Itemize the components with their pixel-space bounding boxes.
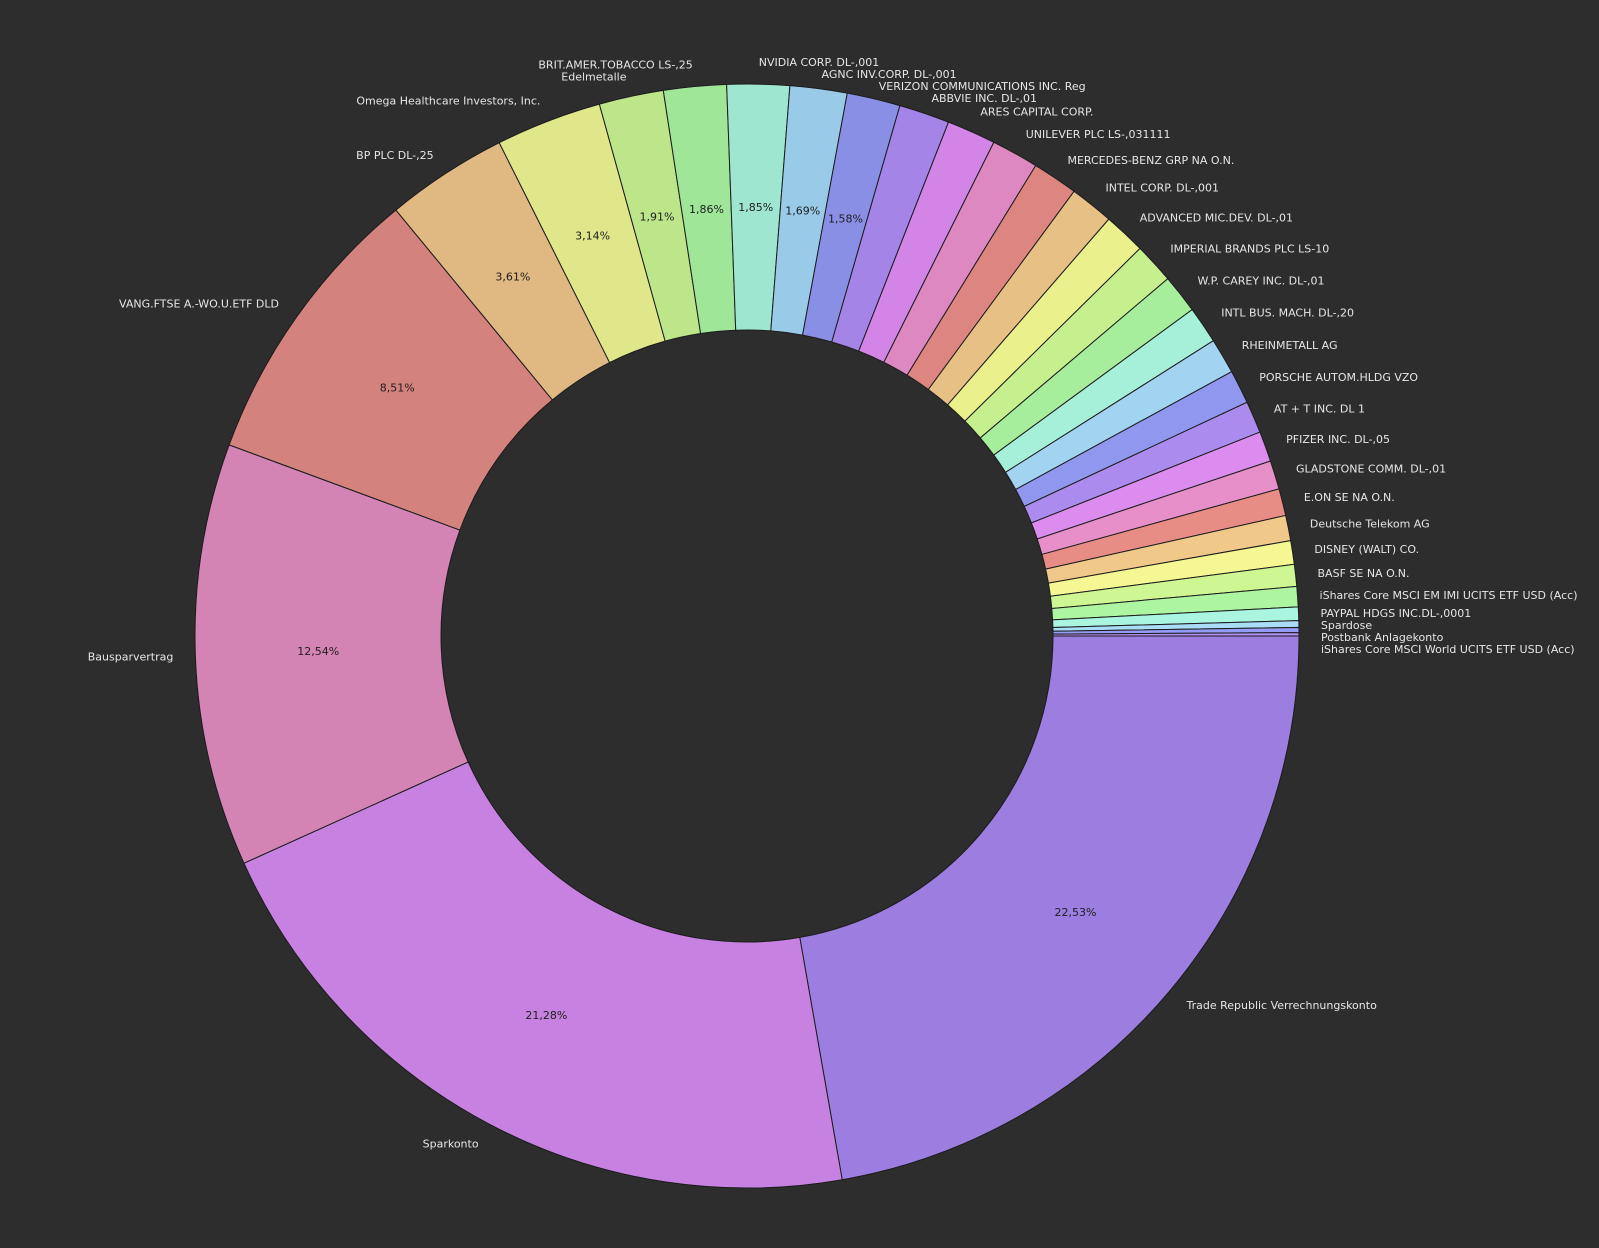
slice-label: IMPERIAL BRANDS PLC LS-10 [1170,242,1329,255]
slice-label: Omega Healthcare Investors, Inc. [356,94,540,107]
slice-sparkonto[interactable] [243,761,843,1189]
slice-label: Bausparvertrag [88,650,174,663]
slice-label: PAYPAL HDGS INC.DL-,0001 [1321,607,1472,620]
slice-label: ABBVIE INC. DL-,01 [931,92,1037,105]
slice-label: VANG.FTSE A.-WO.U.ETF DLD [119,298,279,311]
slice-label: AGNC INV.CORP. DL-,001 [822,68,957,81]
slice-ishares-core-msci-world-ucits-etf-usd-acc[interactable] [1052,632,1300,637]
slice-label: GLADSTONE COMM. DL-,01 [1296,462,1446,475]
slice-label: BASF SE NA O.N. [1318,567,1410,580]
percent-label: 1,85% [738,201,773,214]
percent-label: 1,69% [785,205,820,218]
slice-label: AT + T INC. DL 1 [1274,402,1365,415]
slice-label: Edelmetalle [561,71,626,84]
percent-label: 22,53% [1054,906,1096,919]
percent-label: 3,14% [575,230,610,243]
slice-label: BP PLC DL-,25 [356,149,433,162]
percent-label: 1,58% [828,212,863,225]
slice-label: Trade Republic Verrechnungskonto [1185,999,1377,1012]
slice-label: iShares Core MSCI World UCITS ETF USD (A… [1321,643,1575,656]
slice-label: DISNEY (WALT) CO. [1314,543,1419,556]
slice-label: PORSCHE AUTOM.HLDG VZO [1259,371,1418,384]
percent-label: 21,28% [525,1009,567,1022]
percent-label: 1,91% [639,211,674,224]
percent-label: 1,86% [689,203,724,216]
slice-label: INTL BUS. MACH. DL-,20 [1221,307,1354,320]
slice-label: NVIDIA CORP. DL-,001 [759,56,880,69]
percent-label: 12,54% [297,645,339,658]
slice-label: UNILEVER PLC LS-,031111 [1026,128,1171,141]
slice-label: INTEL CORP. DL-,001 [1105,182,1219,195]
slice-label: MERCEDES-BENZ GRP NA O.N. [1067,154,1234,167]
slice-label: BRIT.AMER.TOBACCO LS-,25 [538,59,692,72]
slice-label: PFIZER INC. DL-,05 [1286,433,1390,446]
slice-label: Spardose [1321,619,1372,632]
slice-label: Deutsche Telekom AG [1310,518,1430,531]
slice-bausparvertrag[interactable] [194,444,469,864]
slice-label: VERIZON COMMUNICATIONS INC. Reg [879,80,1086,93]
slice-trade-republic-verrechnungskonto[interactable] [799,635,1300,1181]
slices-group [194,83,1300,1189]
slice-label: E.ON SE NA O.N. [1304,491,1395,504]
slice-label: ADVANCED MIC.DEV. DL-,01 [1140,211,1293,224]
percent-label: 8,51% [380,382,415,395]
slice-label: iShares Core MSCI EM IMI UCITS ETF USD (… [1320,589,1578,602]
slice-label: RHEINMETALL AG [1242,339,1338,352]
slice-label: W.P. CAREY INC. DL-,01 [1198,274,1325,287]
percent-label: 3,61% [495,271,530,284]
slice-label: Sparkonto [423,1137,479,1150]
slice-label: ARES CAPITAL CORP. [980,106,1093,119]
percent-labels-group: 22,53% 21,28% 12,54% 8,51% 3,61% 3,14% 1,91% 1,… [297,201,1096,1022]
slice-label: Postbank Anlagekonto [1321,631,1444,644]
